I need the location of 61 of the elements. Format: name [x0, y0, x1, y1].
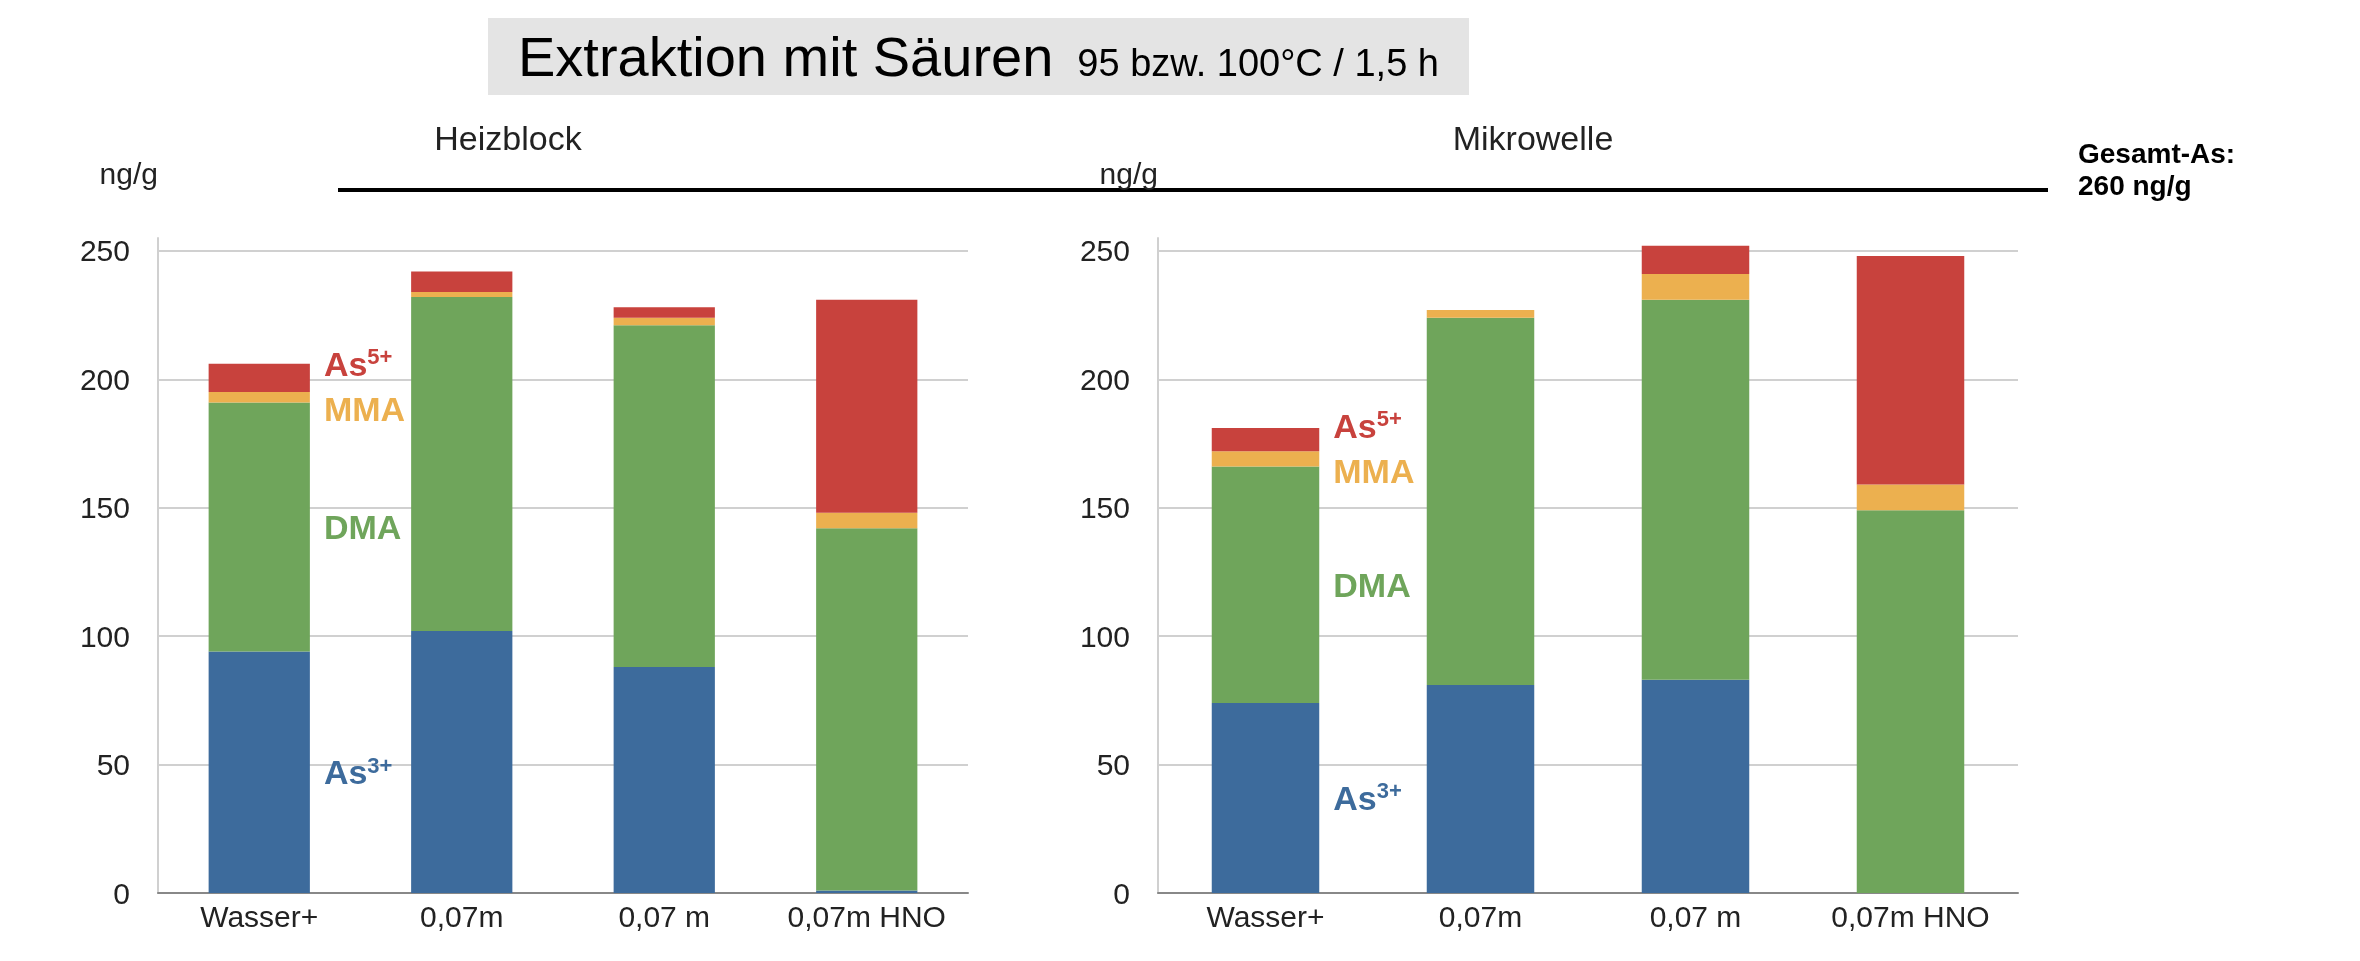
bar — [1426, 684, 1535, 893]
text: Gesamt-As: 260 ng/g — [2078, 138, 2237, 202]
series-label: MMA — [1333, 451, 1415, 490]
chart-title: Mikrowelle — [1452, 119, 1614, 157]
x-tick-label: Wasser+ — [200, 899, 319, 933]
bar — [411, 631, 513, 893]
bar — [1426, 309, 1535, 318]
bar — [613, 325, 715, 667]
bar — [816, 299, 918, 513]
bar — [1426, 317, 1535, 685]
bar — [613, 307, 715, 318]
y-tick-label: 0 — [1113, 876, 1130, 910]
y-tick-label: 100 — [79, 619, 130, 653]
bar — [816, 528, 918, 891]
y-axis-title: ng/g — [99, 156, 158, 190]
bar — [208, 392, 310, 403]
y-tick-label: 250 — [79, 234, 130, 268]
series-label: MMA — [323, 390, 406, 429]
bar — [208, 402, 310, 652]
bar — [1641, 245, 1750, 274]
x-tick-label: 0,07m — [1438, 899, 1523, 933]
bar — [1641, 679, 1750, 893]
bar — [208, 651, 310, 893]
x-tick-label: 0,07m HNO — [787, 899, 946, 933]
y-tick-label: 100 — [1079, 619, 1130, 653]
x-tick-label: 0,07m HNO — [1831, 899, 1990, 933]
bar — [411, 297, 513, 631]
bar — [1211, 702, 1320, 893]
bar — [411, 291, 513, 298]
text: Extraktion mit Säuren — [518, 25, 1054, 88]
bar — [1856, 484, 1965, 511]
x-tick-label: 0,07 m — [1649, 899, 1742, 933]
bar — [411, 271, 513, 292]
series-label: DMA — [1333, 565, 1411, 604]
y-tick-label: 200 — [79, 362, 130, 396]
bar — [1211, 451, 1320, 467]
x-tick-label: 0,07m — [420, 899, 504, 933]
bar — [1856, 510, 1965, 893]
x-tick-label: Wasser+ — [1206, 899, 1325, 933]
series-label: DMA — [323, 507, 402, 546]
y-tick-label: 0 — [113, 876, 130, 910]
y-tick-label: 200 — [1079, 362, 1130, 396]
chart-title: Heizblock — [434, 119, 583, 157]
bar — [1211, 466, 1320, 703]
y-tick-label: 150 — [79, 491, 130, 525]
bar — [1641, 273, 1750, 300]
text: 95 bzw. 100°C / 1,5 h — [1077, 42, 1439, 84]
bar — [816, 890, 918, 893]
bar — [613, 317, 715, 326]
bar — [816, 512, 918, 529]
y-axis-title: ng/g — [1099, 156, 1158, 190]
bar — [613, 666, 715, 893]
bar — [208, 363, 310, 393]
y-tick-label: 250 — [1079, 234, 1130, 268]
bar — [1641, 299, 1750, 680]
bar — [1211, 428, 1320, 452]
x-tick-label: 0,07 m — [618, 899, 711, 933]
y-tick-label: 50 — [1096, 748, 1130, 782]
bar — [1856, 255, 1965, 485]
y-tick-label: 150 — [1079, 491, 1130, 525]
y-tick-label: 50 — [96, 748, 130, 782]
